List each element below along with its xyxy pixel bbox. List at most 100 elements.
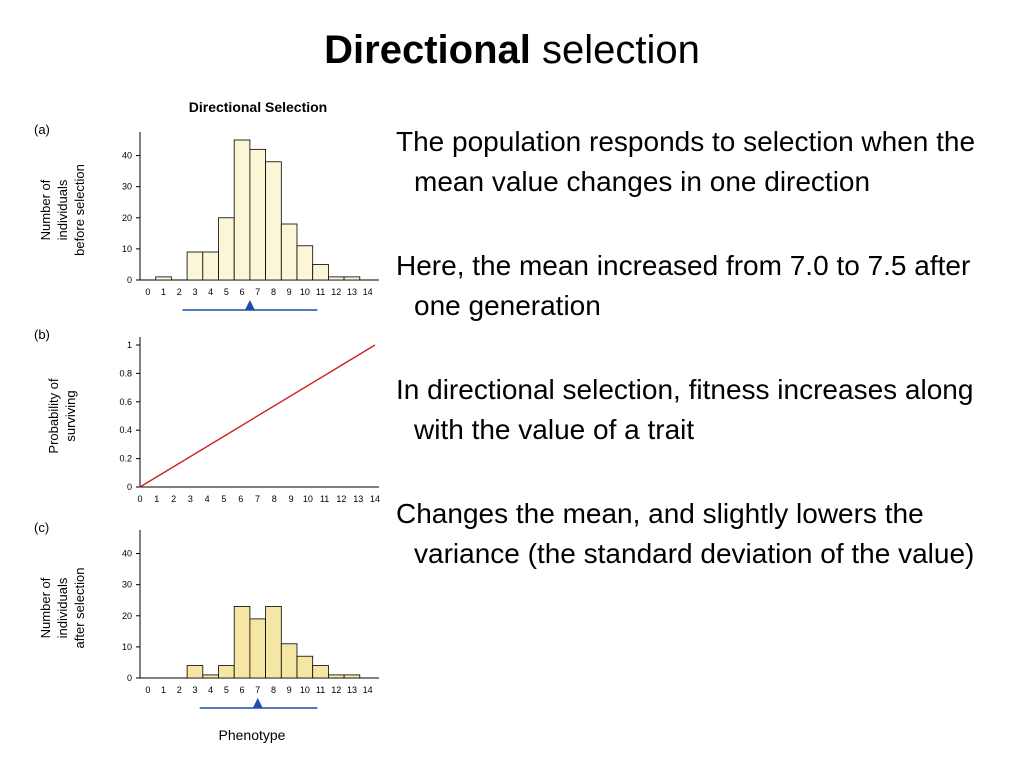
panel-c-bar-9 — [280, 643, 298, 679]
panel-b-survival-line — [139, 344, 376, 488]
panel-b-xtick-label: 10 — [303, 494, 313, 504]
panel-c-ytick-label: 30 — [122, 580, 132, 590]
panel-b-ylabel-line-2: surviving — [63, 390, 78, 441]
panel-b-xtick-label: 11 — [320, 494, 329, 504]
figure-svg: Directional Selection Phenotype (a) Numbe… — [34, 99, 380, 743]
panel-a-xtick-label: 13 — [347, 287, 357, 297]
panel-a-bar-8 — [265, 161, 282, 281]
panel-c-bar-12 — [327, 674, 345, 679]
slide-title-bold: Directional — [324, 28, 531, 72]
panel-c-ytick-label: 20 — [122, 611, 132, 621]
panel-a-xtick-label: 7 — [255, 287, 260, 297]
panel-c-bar-4 — [202, 674, 219, 679]
panel-c-xtick-label: 11 — [316, 685, 325, 695]
panel-c-xtick-label: 13 — [347, 685, 357, 695]
panel-c-mean-marker — [252, 698, 263, 708]
panel-b-ytick-label: 0.2 — [119, 454, 132, 464]
panel-a-bar-3 — [186, 251, 204, 281]
slide-title: Directional selection — [0, 26, 1024, 74]
panel-a-bar-11 — [312, 264, 329, 281]
panel-a-xtick-label: 1 — [161, 287, 166, 297]
panel-a-ytick-label: 30 — [122, 182, 132, 192]
panel-b-xtick-label: 5 — [221, 494, 226, 504]
panel-c-bar-10 — [296, 655, 314, 679]
panel-a-bar-9 — [280, 223, 298, 281]
panel-c-bar-8 — [265, 606, 282, 679]
panel-a-xtick-label: 8 — [271, 287, 276, 297]
panel-c-ylabel-line-1: Number of — [38, 577, 53, 638]
panel-a-xtick-label: 10 — [300, 287, 310, 297]
x-axis-label: Phenotype — [219, 727, 286, 743]
panel-a-xtick-label: 14 — [363, 287, 373, 297]
panel-c-xtick-label: 9 — [287, 685, 292, 695]
panel-c-bar-3 — [186, 665, 204, 679]
paragraph-1: The population responds to selection whe… — [396, 126, 976, 197]
panel-c-bar-13 — [343, 674, 361, 679]
panel-a-bar-10 — [296, 245, 314, 281]
panel-a-ytick-label: 0 — [127, 275, 132, 285]
panel-b-xtick-label: 4 — [205, 494, 210, 504]
panel-a-bar-5 — [218, 217, 235, 281]
panel-c-xtick-label: 1 — [161, 685, 166, 695]
panel-a-ylabel-line-2: individuals — [55, 179, 70, 240]
panel-c-ytick-label: 10 — [122, 642, 132, 652]
slide-body: The population responds to selection whe… — [396, 122, 1016, 618]
panel-b-ytick-label: 0.4 — [119, 425, 132, 435]
panel-b-xtick-label: 3 — [188, 494, 193, 504]
slide-title-rest: selection — [541, 28, 700, 72]
panel-b-ytick-label: 0 — [127, 482, 132, 492]
panel-b-xtick-label: 14 — [370, 494, 380, 504]
panel-a-bar-6 — [233, 139, 251, 281]
panel-c-xtick-label: 3 — [192, 685, 197, 695]
panel-c-xtick-label: 6 — [240, 685, 245, 695]
panel-a-xtick-label: 5 — [224, 287, 229, 297]
panel-a-bar-12 — [327, 276, 345, 281]
paragraph-3: In directional selection, fitness increa… — [396, 374, 974, 445]
panel-c-xtick-label: 2 — [177, 685, 182, 695]
panel-a-xtick-label: 11 — [316, 287, 325, 297]
panel-c-ylabel-line-3: after selection — [72, 568, 87, 649]
panel-b-ytick-label: 0.6 — [119, 397, 132, 407]
panel-a-ylabel-line-3: before selection — [72, 164, 87, 256]
panel-c-ytick-label: 40 — [122, 549, 132, 559]
panel-a-xtick-label: 3 — [192, 287, 197, 297]
panel-c-xtick-label: 5 — [224, 685, 229, 695]
panel-a-ytick-label: 20 — [122, 213, 132, 223]
panel-c-xtick-label: 8 — [271, 685, 276, 695]
panel-b-ytick-label: 0.8 — [119, 368, 132, 378]
panel-b-xtick-label: 6 — [238, 494, 243, 504]
panel-c-ylabel-line-2: individuals — [55, 577, 70, 638]
panel-c-bar-7 — [249, 618, 266, 679]
panel-c-bar-5 — [218, 665, 235, 679]
panel-c-xtick-label: 12 — [331, 685, 341, 695]
panel-b-xtick-label: 8 — [272, 494, 277, 504]
panel-b-ytick-label: 1 — [127, 340, 132, 350]
panel-a-mean-marker — [244, 300, 255, 310]
panel-b-xtick-label: 12 — [336, 494, 346, 504]
panel-a-ytick-label: 10 — [122, 244, 132, 254]
panel-a-xtick-label: 9 — [287, 287, 292, 297]
panel-a-bar-7 — [249, 148, 266, 281]
panel-a-xtick-label: 2 — [177, 287, 182, 297]
panel-a-ytick-label: 40 — [122, 151, 132, 161]
paragraph-2: Here, the mean increased from 7.0 to 7.5… — [396, 250, 971, 321]
panel-b-xtick-label: 1 — [154, 494, 159, 504]
panel-a-letter: (a) — [34, 122, 50, 137]
paragraph-4: Changes the mean, and slightly lowers th… — [396, 498, 975, 569]
figure-title: Directional Selection — [189, 99, 327, 115]
panel-c-xtick-label: 10 — [300, 685, 310, 695]
panel-c-xtick-label: 0 — [145, 685, 150, 695]
panel-c-ytick-label: 0 — [127, 673, 132, 683]
panel-a-xtick-label: 6 — [240, 287, 245, 297]
panel-a-ylabel-line-1: Number of — [38, 179, 53, 240]
panel-a-bar-4 — [202, 251, 219, 281]
panel-b-xtick-label: 9 — [289, 494, 294, 504]
panel-b-letter: (b) — [34, 327, 50, 342]
directional-selection-figure: Directional Selection Phenotype (a) Numbe… — [30, 90, 390, 750]
panel-c-bar-11 — [312, 665, 329, 679]
panel-b-xtick-label: 13 — [353, 494, 363, 504]
panel-c-xtick-label: 14 — [363, 685, 373, 695]
panel-b-xtick-label: 0 — [137, 494, 142, 504]
panel-c-bar-6 — [233, 606, 251, 679]
panel-b-xtick-label: 7 — [255, 494, 260, 504]
